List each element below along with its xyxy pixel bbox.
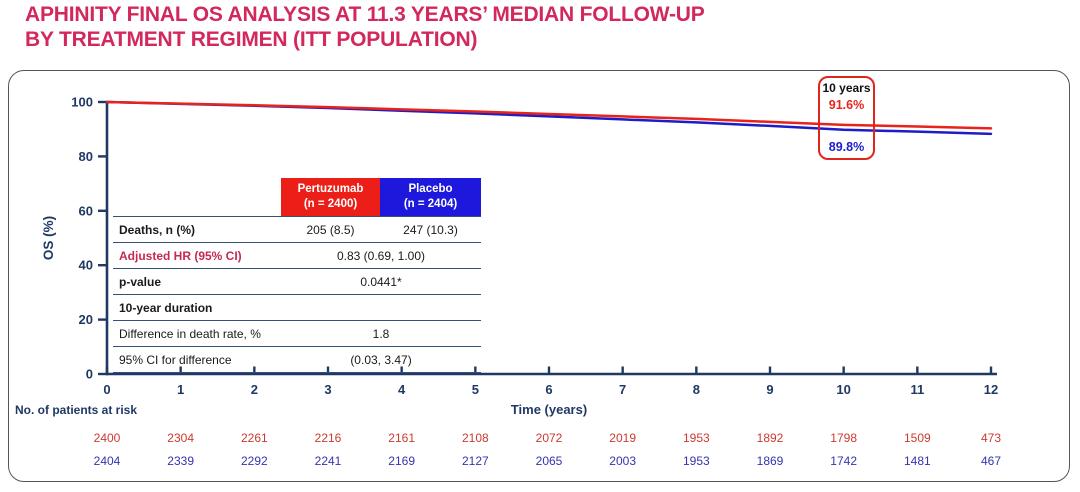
page-title-line1: APHINITY FINAL OS ANALYSIS AT 11.3 YEARS… <box>25 3 705 26</box>
stats-row-value: 1.8 <box>372 326 390 341</box>
at-risk-count-placebo: 2003 <box>609 454 636 468</box>
survival-curves <box>105 100 993 136</box>
x-tick-label: 10 <box>836 382 850 397</box>
survival-curve-pertuzumab <box>105 100 993 130</box>
stats-row: p-value 0.0441* <box>113 268 481 294</box>
page-title: APHINITY FINAL OS ANALYSIS AT 11.3 YEARS… <box>25 2 1065 52</box>
at-risk-count-placebo: 1953 <box>682 454 710 468</box>
x-tick-label: 12 <box>984 382 998 397</box>
stats-col-placebo: Placebo (n = 2404) <box>380 178 481 216</box>
at-risk-count-pertuzumab: 2161 <box>388 431 415 445</box>
y-tick-label: 100 <box>71 95 93 110</box>
stats-row: Deaths, n (%) 205 (8.5) 247 (10.3) <box>113 216 481 242</box>
x-tick-label: 2 <box>251 382 258 397</box>
stats-row-value: 0.83 (0.69, 1.00) <box>336 248 426 263</box>
x-tick-label: 6 <box>545 382 552 397</box>
at-risk-count-pertuzumab: 2019 <box>609 431 636 445</box>
at-risk-count-pertuzumab: 2216 <box>314 431 342 445</box>
stats-row-label: Deaths, n (%) <box>119 222 196 237</box>
at-risk-count-placebo: 1869 <box>756 454 784 468</box>
stats-row-label: 95% CI for difference <box>119 352 232 367</box>
stats-row: Adjusted HR (95% CI) 0.83 (0.69, 1.00) <box>113 242 481 268</box>
y-tick-label: 40 <box>79 258 93 273</box>
at-risk-count-pertuzumab: 1953 <box>682 431 710 445</box>
y-axis-label: OS (%) <box>41 216 56 260</box>
stats-row: Difference in death rate, % 1.8 <box>113 320 481 346</box>
stats-col-pertuzumab-n: (n = 2400) <box>303 198 358 210</box>
at-risk-count-placebo: 2292 <box>240 454 268 468</box>
at-risk-count-placebo: 1742 <box>830 454 857 468</box>
at-risk-count-placebo: 2241 <box>314 454 342 468</box>
x-tick-label: 0 <box>103 382 110 397</box>
stats-table-header: Pertuzumab (n = 2400) Placebo (n = 2404) <box>281 178 481 216</box>
at-risk-count-pertuzumab: 1798 <box>830 431 857 445</box>
x-tick-label: 9 <box>766 382 773 397</box>
at-risk-count-pertuzumab: 473 <box>980 431 1002 445</box>
at-risk-count-placebo: 1481 <box>903 454 931 468</box>
x-tick-label: 8 <box>693 382 700 397</box>
stats-row-value: (0.03, 3.47) <box>350 352 412 367</box>
at-risk-count-placebo: 2404 <box>93 454 121 468</box>
ten-year-callout: 10 years 91.6% 89.8% <box>818 76 875 160</box>
x-tick-label: 1 <box>177 382 184 397</box>
x-tick-label: 4 <box>398 382 406 397</box>
stats-row-label: Adjusted HR (95% CI) <box>119 248 242 263</box>
x-tick-label: 3 <box>324 382 331 397</box>
at-risk-count-pertuzumab: 2108 <box>461 431 489 445</box>
x-tick-label: 5 <box>472 382 479 397</box>
stats-row-label: 10-year duration <box>119 300 213 315</box>
stats-row-label: p-value <box>119 274 162 289</box>
stats-row: 95% CI for difference (0.03, 3.47) <box>113 346 481 372</box>
y-tick-label: 80 <box>79 149 93 164</box>
at-risk-count-placebo: 2339 <box>167 454 194 468</box>
at-risk-count-pertuzumab: 1892 <box>756 431 784 445</box>
callout-time-label: 10 years <box>822 81 871 95</box>
at-risk-count-pertuzumab: 2400 <box>93 431 121 445</box>
stats-row-value: 0.0441* <box>360 274 402 289</box>
y-tick-label: 60 <box>79 203 93 218</box>
callout-pertuzumab-rate: 91.6% <box>828 98 865 112</box>
stats-row: 10-year duration <box>113 294 481 320</box>
stats-col-pertuzumab-name: Pertuzumab <box>297 183 364 196</box>
at-risk-count-pertuzumab: 2261 <box>240 431 268 445</box>
x-axis-label: Time (years) <box>510 402 588 417</box>
at-risk-count-pertuzumab: 2072 <box>535 431 563 445</box>
y-tick-label: 0 <box>86 367 93 382</box>
stats-col-placebo-name: Placebo <box>408 183 453 196</box>
x-tick-label: 11 <box>910 382 924 397</box>
at-risk-count-placebo: 2169 <box>388 454 415 468</box>
at-risk-count-placebo: 2127 <box>461 454 489 468</box>
at-risk-count-pertuzumab: 1509 <box>903 431 931 445</box>
callout-placebo-rate: 89.8% <box>828 140 865 154</box>
at-risk-count-placebo: 2065 <box>535 454 563 468</box>
at-risk-label: No. of patients at risk <box>15 403 138 417</box>
at-risk-count-placebo: 467 <box>980 454 1002 468</box>
stats-row-value: 247 (10.3) <box>403 222 458 237</box>
stats-col-pertuzumab: Pertuzumab (n = 2400) <box>281 178 380 216</box>
stats-row-label: Difference in death rate, % <box>119 326 261 341</box>
stats-col-placebo-n: (n = 2404) <box>403 198 458 210</box>
page-title-line2: BY TREATMENT REGIMEN (ITT POPULATION) <box>25 28 478 52</box>
stats-table-rows: Deaths, n (%) 205 (8.5) 247 (10.3) Adjusted… <box>113 216 481 373</box>
stats-row-value: 205 (8.5) <box>306 222 355 237</box>
chart-panel: 0 20 40 60 80 100 0 1 2 3 4 5 6 7 8 9 10 11 12 OS (%) Pert… <box>8 70 1070 482</box>
at-risk-count-pertuzumab: 2304 <box>167 431 194 445</box>
stats-table: Pertuzumab (n = 2400) Placebo (n = 2404)… <box>113 178 481 373</box>
x-tick-label: 7 <box>619 382 626 397</box>
y-tick-label: 20 <box>79 312 93 327</box>
